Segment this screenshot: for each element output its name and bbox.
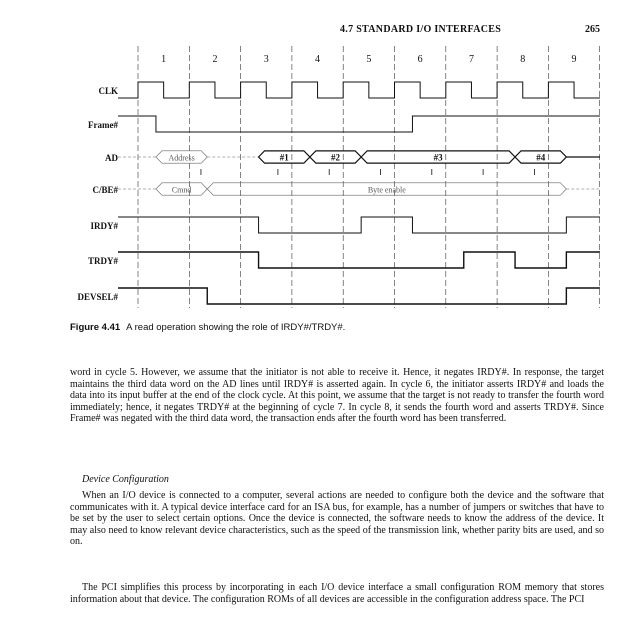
signal-label: Frame#	[88, 120, 118, 130]
bus-value-label: Address	[168, 154, 194, 163]
figure-caption: Figure 4.41 A read operation showing the …	[70, 322, 610, 333]
signal-label: AD	[105, 153, 118, 163]
figure-label: Figure 4.41	[70, 322, 121, 333]
devsel-waveform	[118, 287, 600, 305]
cycle-number: 3	[264, 54, 269, 65]
waveforms	[118, 46, 601, 308]
running-head: 4.7 STANDARD I/O INTERFACES	[340, 24, 502, 35]
paragraph-3: The PCI simplifies this process by incor…	[70, 582, 604, 605]
irdy-waveform	[118, 216, 600, 234]
cycle-number: 7	[469, 54, 474, 65]
bus-value-label: #3	[434, 153, 444, 163]
cycle-number: 2	[212, 54, 217, 65]
cycle-number: 1	[161, 54, 166, 65]
signal-label: IRDY#	[90, 221, 118, 231]
page-number: 265	[585, 24, 600, 35]
trdy-waveform	[118, 251, 600, 269]
paragraph-1: word in cycle 5. However, we assume that…	[70, 367, 604, 425]
signal-label: CLK	[98, 86, 118, 96]
signal-label: TRDY#	[88, 256, 119, 266]
signal-labels: CLK Frame# AD C/BE# IRDY# TRDY# DEVSEL#	[77, 86, 118, 302]
cycle-number: 6	[418, 54, 423, 65]
figure-caption-text: A read operation showing the role of IRD…	[126, 322, 346, 333]
subheading-device-configuration: Device Configuration	[82, 474, 169, 485]
bus-labels: Address #1 #2 #3 #4 Cmnd Byte enable	[168, 153, 545, 195]
clk-waveform	[118, 81, 600, 99]
bus-value-label: Cmnd	[172, 186, 192, 195]
bus-value-label: #4	[536, 153, 546, 163]
bus-value-label: Byte enable	[368, 186, 406, 195]
timing-diagram: 1 2 3 4 5 6 7 8 9 CLK Frame# AD C/BE# IRDY# TRDY# DEVS…	[77, 46, 601, 308]
cycle-number: 8	[520, 54, 525, 65]
cycle-number: 9	[572, 54, 577, 65]
cycle-labels: 1 2 3 4 5 6 7 8 9	[161, 54, 576, 65]
bus-value-label: #2	[331, 153, 341, 163]
signal-label: C/BE#	[92, 185, 118, 195]
cycle-number: 5	[366, 54, 371, 65]
signal-label: DEVSEL#	[77, 292, 118, 302]
cycle-number: 4	[315, 54, 320, 65]
paragraph-2: When an I/O device is connected to a com…	[70, 490, 604, 548]
bus-value-label: #1	[280, 153, 290, 163]
page-header: 4.7 STANDARD I/O INTERFACES 265	[0, 24, 640, 40]
frame-waveform	[118, 115, 600, 133]
